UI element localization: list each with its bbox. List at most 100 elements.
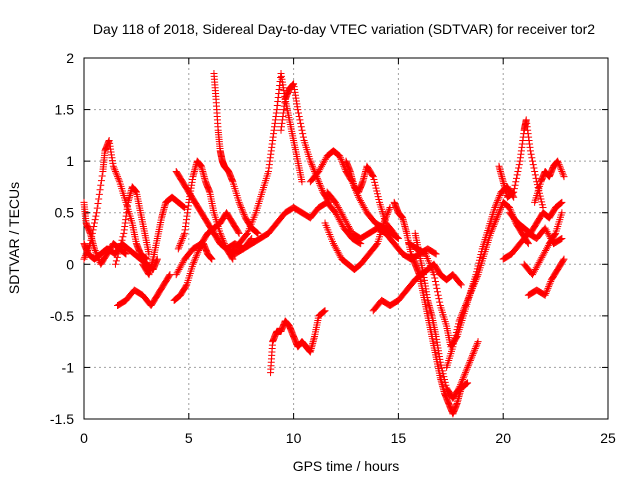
data-point xyxy=(494,210,502,218)
data-point xyxy=(234,228,242,236)
data-point xyxy=(308,161,316,169)
series-track-4 xyxy=(111,183,153,268)
data-point xyxy=(118,236,126,244)
data-point xyxy=(494,212,502,220)
data-point xyxy=(456,382,464,390)
data-point xyxy=(95,255,103,263)
data-point xyxy=(494,197,502,205)
data-point xyxy=(115,247,123,255)
data-point xyxy=(462,380,470,388)
data-point xyxy=(559,256,567,264)
data-point xyxy=(493,214,501,222)
data-point xyxy=(544,241,552,249)
data-point xyxy=(441,375,449,383)
data-point xyxy=(369,173,377,181)
data-point xyxy=(487,228,495,236)
data-point xyxy=(529,161,537,169)
data-point xyxy=(436,298,444,306)
data-point xyxy=(558,167,566,175)
data-point xyxy=(435,295,443,303)
data-point xyxy=(93,252,101,260)
data-point xyxy=(434,291,442,299)
data-point xyxy=(511,181,519,189)
data-point xyxy=(373,241,381,249)
data-point xyxy=(463,365,471,373)
data-point xyxy=(113,253,121,261)
data-point xyxy=(473,341,481,349)
x-tick-label: 25 xyxy=(600,430,616,446)
series-track-11 xyxy=(210,69,262,237)
data-point xyxy=(386,204,394,212)
data-point xyxy=(316,181,324,189)
series-track-25 xyxy=(495,116,547,212)
data-point xyxy=(318,185,326,193)
data-point xyxy=(325,198,333,206)
data-point xyxy=(294,106,302,114)
data-point xyxy=(111,260,119,268)
data-point xyxy=(385,205,393,213)
data-point xyxy=(341,166,349,174)
data-point xyxy=(456,280,464,288)
data-point xyxy=(558,198,566,206)
y-tick-label: 1.5 xyxy=(55,102,75,118)
data-point xyxy=(509,189,517,197)
data-point xyxy=(81,253,89,261)
data-point xyxy=(464,362,472,370)
x-tick-label: 20 xyxy=(495,430,511,446)
data-point xyxy=(237,204,245,212)
data-point xyxy=(457,379,465,387)
data-point xyxy=(489,224,497,232)
data-point xyxy=(513,171,521,179)
data-point xyxy=(93,204,101,212)
data-point xyxy=(547,277,555,285)
data-point xyxy=(92,248,100,256)
data-point xyxy=(176,241,184,249)
data-point xyxy=(434,288,442,296)
data-point xyxy=(474,338,482,346)
data-point xyxy=(431,249,439,257)
data-point xyxy=(529,157,537,165)
data-point xyxy=(545,283,553,291)
data-point xyxy=(508,189,516,197)
data-point xyxy=(460,305,468,313)
data-point xyxy=(492,200,500,208)
data-point xyxy=(466,357,474,365)
data-point xyxy=(454,320,462,328)
data-point xyxy=(551,230,559,238)
data-point xyxy=(450,337,458,345)
data-point xyxy=(91,247,99,255)
data-point xyxy=(441,378,449,386)
data-point xyxy=(90,245,98,253)
data-point xyxy=(461,303,469,311)
data-point xyxy=(469,350,477,358)
data-point xyxy=(472,276,480,284)
data-point xyxy=(174,245,182,253)
series-track-30 xyxy=(531,157,568,206)
data-point xyxy=(471,346,479,354)
data-point xyxy=(468,351,476,359)
data-point xyxy=(469,283,477,291)
data-point xyxy=(190,259,198,267)
data-point xyxy=(189,260,197,268)
data-point xyxy=(176,240,184,248)
data-point xyxy=(524,240,532,248)
data-point xyxy=(237,202,245,210)
data-point xyxy=(512,174,520,182)
series-track-19 xyxy=(342,157,398,237)
data-point xyxy=(296,116,304,124)
data-point xyxy=(464,295,472,303)
data-point xyxy=(559,169,567,177)
data-point xyxy=(439,370,447,378)
data-point xyxy=(119,233,127,241)
data-point xyxy=(370,175,378,183)
data-point xyxy=(558,209,566,217)
data-point xyxy=(121,249,129,257)
data-point xyxy=(115,176,123,184)
series-track-7 xyxy=(170,240,216,304)
data-point xyxy=(495,193,503,201)
data-point xyxy=(325,197,333,205)
data-point xyxy=(80,255,88,263)
y-tick-label: 1 xyxy=(66,153,74,169)
data-point xyxy=(229,255,237,263)
data-point xyxy=(182,282,190,290)
